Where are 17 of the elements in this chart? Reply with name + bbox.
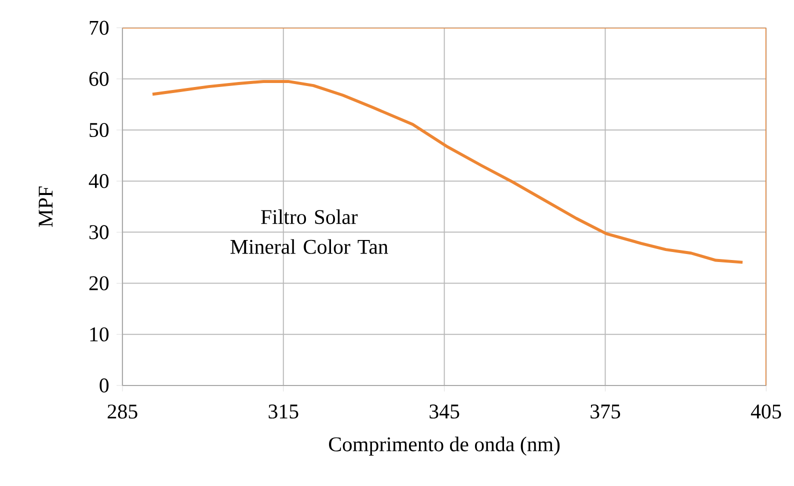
y-tick-label: 60 [89, 72, 109, 86]
y-tick-label: 50 [90, 123, 109, 138]
x-tick-label: 375 [590, 404, 620, 419]
x-tick-label: 315 [268, 404, 298, 419]
y-tick-label: 0 [100, 378, 109, 393]
y-tick-label: 30 [89, 225, 109, 240]
y-tick-label: 10 [90, 327, 109, 342]
x-axis-title: Comprimento de onda (nm) [329, 436, 560, 456]
annotation: Filtro Solar Mineral Color Tan [230, 210, 388, 254]
y-tick-label: 40 [88, 174, 109, 188]
y-tick-label: 20 [89, 276, 109, 290]
y-axis-title: MPF [38, 186, 53, 228]
x-tick-label: 405 [750, 404, 782, 419]
y-tick-label: 70 [90, 20, 109, 35]
x-tick-label: 285 [108, 404, 138, 419]
x-tick-label: 345 [430, 404, 460, 419]
line-series [151, 80, 744, 264]
